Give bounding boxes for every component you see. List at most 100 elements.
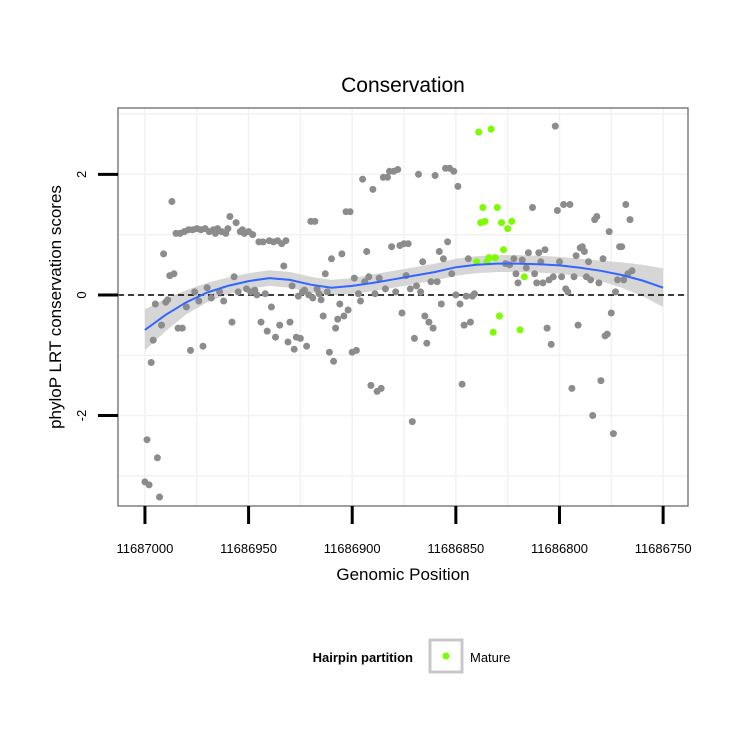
hairpin-point-205 xyxy=(605,228,613,236)
y-axis-title: phyloP LRT conservation scores xyxy=(46,185,65,429)
hairpin-point-186 xyxy=(566,201,574,208)
hairpin-point-127 xyxy=(404,240,412,248)
mature-point-15 xyxy=(508,217,516,225)
hairpin-point-211 xyxy=(618,243,626,251)
x-tick-label-5: 11686750 xyxy=(635,541,692,556)
hairpin-point-105 xyxy=(359,175,367,183)
hairpin-point-117 xyxy=(384,173,391,181)
hairpin-point-30 xyxy=(203,284,211,292)
hairpin-point-109 xyxy=(367,381,375,389)
mature-point-3 xyxy=(479,204,487,211)
mature-point-13 xyxy=(500,246,507,254)
hairpin-point-3 xyxy=(147,359,155,366)
hairpin-point-22 xyxy=(187,346,194,354)
hairpin-point-63 xyxy=(272,333,279,341)
hairpin-point-85 xyxy=(317,296,325,304)
hairpin-point-91 xyxy=(330,357,338,365)
hairpin-point-137 xyxy=(425,318,433,326)
y-tick-label-1: 0 xyxy=(74,291,89,298)
x-axis: 11687000 11686950 11686900 11686850 11686800… xyxy=(117,506,692,556)
smooth-line xyxy=(144,262,664,331)
hairpin-point-179 xyxy=(551,122,559,130)
hairpin-point-181 xyxy=(556,258,563,266)
hairpin-point-154 xyxy=(460,321,468,329)
hairpin-point-200 xyxy=(595,279,603,287)
x-tick-label-2: 11686900 xyxy=(324,541,381,556)
hairpin-point-139 xyxy=(429,324,437,332)
hairpin-point-167 xyxy=(524,249,532,257)
hairpin-point-61 xyxy=(267,303,275,311)
hairpin-point-43 xyxy=(230,273,238,281)
hairpin-point-75 xyxy=(296,334,304,342)
hairpin-point-138 xyxy=(427,278,435,286)
hairpin-point-188 xyxy=(570,273,578,281)
hairpin-point-201 xyxy=(597,377,605,385)
hairpin-point-103 xyxy=(354,290,362,298)
hairpin-point-213 xyxy=(622,201,630,208)
hairpin-point-69 xyxy=(284,338,292,346)
hairpin-point-166 xyxy=(522,264,530,272)
hairpin-point-134 xyxy=(419,258,427,266)
x-tick-label-3: 11686850 xyxy=(427,541,484,556)
hairpin-point-88 xyxy=(323,288,331,296)
hairpin-point-9 xyxy=(160,250,168,258)
hairpin-point-128 xyxy=(406,285,414,293)
mature-point-12 xyxy=(498,219,505,227)
hairpin-point-155 xyxy=(462,292,470,300)
legend-key-box xyxy=(428,638,464,674)
legend-key-mature xyxy=(442,652,450,660)
hairpin-point-96 xyxy=(340,312,348,320)
hairpin-point-144 xyxy=(439,255,447,263)
hairpin-point-110 xyxy=(369,185,377,193)
hairpin-point-67 xyxy=(280,262,288,270)
hairpin-point-11 xyxy=(164,296,172,304)
hairpin-point-14 xyxy=(170,270,178,278)
hairpin-point-180 xyxy=(553,207,561,214)
hairpin-point-26 xyxy=(195,297,203,305)
hairpin-point-5 xyxy=(151,300,159,308)
hairpin-point-45 xyxy=(234,288,242,296)
hairpin-point-32 xyxy=(207,294,215,302)
hairpin-point-133 xyxy=(417,288,425,296)
hairpin-point-129 xyxy=(408,418,416,426)
hairpin-point-78 xyxy=(303,342,311,350)
hairpin-point-89 xyxy=(325,348,333,356)
hairpin-point-42 xyxy=(228,318,236,326)
hairpin-point-119 xyxy=(388,243,396,251)
plot-panel xyxy=(117,107,689,507)
hairpin-point-168 xyxy=(529,204,536,211)
hairpin-point-77 xyxy=(301,286,308,294)
legend-label-mature: Mature xyxy=(470,650,510,665)
x-tick-label-1: 11686950 xyxy=(220,541,277,556)
hairpin-point-146 xyxy=(444,238,452,246)
hairpin-point-156 xyxy=(464,255,472,263)
hairpin-point-215 xyxy=(626,216,634,224)
mature-point-6 xyxy=(485,254,493,262)
hairpin-point-122 xyxy=(394,166,402,173)
y-tick-label-2: 2 xyxy=(74,171,89,178)
y-axis: -2 0 2 xyxy=(74,171,118,421)
hairpin-point-70 xyxy=(286,318,294,326)
hairpin-point-142 xyxy=(435,248,443,255)
hairpin-point-111 xyxy=(371,290,379,298)
hairpin-point-71 xyxy=(288,282,296,290)
hairpin-point-4 xyxy=(149,336,157,344)
hairpin-point-149 xyxy=(450,167,458,175)
hairpin-point-197 xyxy=(589,412,597,419)
chart-title: Conservation xyxy=(341,74,465,97)
hairpin-point-92 xyxy=(332,324,340,332)
hairpin-point-7 xyxy=(156,493,163,501)
hairpin-point-28 xyxy=(199,342,207,350)
hairpin-point-57 xyxy=(259,238,267,246)
hairpin-point-98 xyxy=(344,306,352,314)
hairpin-point-44 xyxy=(232,219,240,227)
hairpin-point-177 xyxy=(547,340,555,348)
hairpin-point-140 xyxy=(431,172,439,179)
hairpin-point-193 xyxy=(580,248,588,255)
hairpin-point-132 xyxy=(415,170,422,178)
hairpin-point-165 xyxy=(518,256,526,264)
mature-point-4 xyxy=(481,217,489,225)
panel-background xyxy=(118,108,688,506)
hairpin-point-72 xyxy=(290,345,298,353)
hairpin-point-153 xyxy=(458,380,466,388)
